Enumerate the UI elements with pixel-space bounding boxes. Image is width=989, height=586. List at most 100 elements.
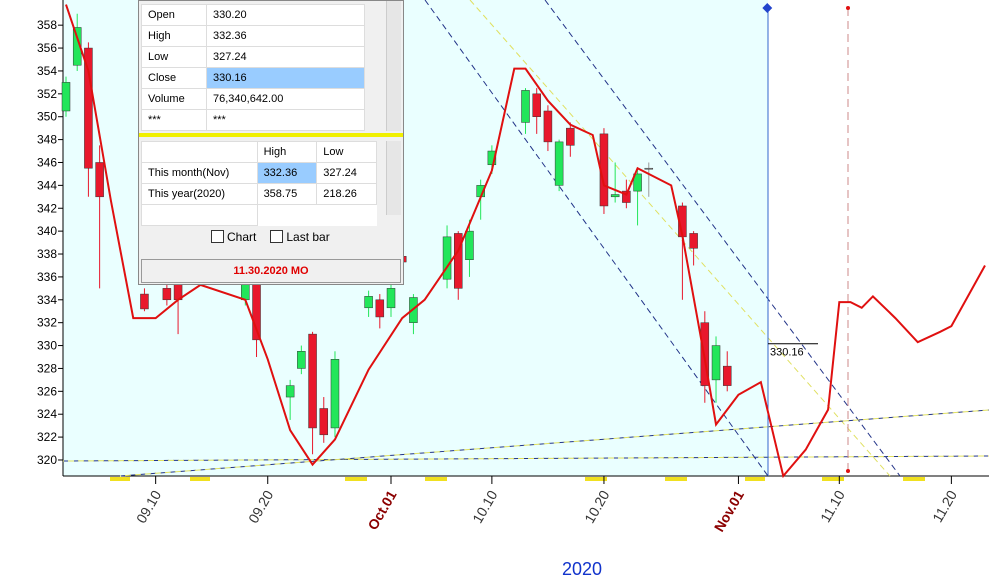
divider [139, 133, 403, 137]
candle-body [308, 333, 317, 429]
row-value: 330.16 [206, 67, 365, 89]
x-tick-label: 10.10 [469, 487, 500, 526]
checkbox-label: Last bar [286, 230, 330, 244]
price-label: 330.16 [770, 347, 804, 359]
row-label: This year(2020) [141, 183, 258, 205]
row-label: Open [141, 4, 207, 26]
candle-body [241, 282, 250, 301]
y-tick-label: 354 [37, 64, 57, 78]
candle-body [140, 293, 149, 310]
candle-body [386, 288, 396, 309]
y-tick-label: 328 [37, 361, 57, 375]
candle-body [330, 359, 340, 429]
candle-body [465, 230, 474, 260]
candle-body [622, 190, 631, 203]
candle-body [375, 299, 385, 318]
candle-body [285, 385, 295, 398]
y-tick-label: 342 [37, 201, 57, 215]
x-tick-label: Nov.01 [711, 487, 747, 534]
candle-body [689, 233, 698, 249]
row-low: 327.24 [316, 162, 377, 184]
y-tick-label: 330 [37, 339, 57, 353]
stats-header: High Low [141, 141, 377, 163]
candle-body [442, 236, 452, 280]
marker [846, 6, 850, 10]
row-label: Close [141, 67, 207, 89]
y-tick-label: 336 [37, 270, 57, 284]
candle-body [722, 365, 732, 386]
candle-body [454, 233, 463, 289]
candle-body [297, 351, 306, 369]
checkbox-label: Chart [227, 230, 257, 244]
checkboxes: Chart Last bar [211, 230, 344, 244]
row-value: *** [206, 109, 365, 131]
candle-body [364, 296, 373, 309]
y-tick-label: 324 [37, 407, 57, 421]
trend-lines [62, 0, 989, 477]
x-tick-label: 11.20 [929, 487, 960, 525]
row-label: *** [141, 109, 207, 131]
y-tick-label: 352 [37, 87, 57, 101]
y-tick-label: 340 [37, 224, 57, 238]
y-tick-label: 358 [37, 18, 57, 32]
stats-row: This month(Nov) 332.36 327.24 [141, 162, 377, 184]
y-tick-label: 350 [37, 110, 57, 124]
ohlc-table: Open 330.20 High 332.36 Low 327.24 Close 330.16… [141, 4, 365, 131]
y-tick-label: 332 [37, 316, 57, 330]
candle-body [487, 150, 497, 166]
stats-table: High Low This month(Nov) 332.36 327.24 This y… [141, 141, 377, 226]
candle-body [610, 194, 620, 198]
checkbox-box[interactable] [270, 230, 284, 243]
y-tick-label: 326 [37, 384, 57, 398]
candle-body [319, 408, 329, 436]
y-tick-label: 320 [37, 453, 57, 467]
ohlc-row: Open 330.20 [141, 4, 365, 26]
info-panel: Open 330.20 High 332.36 Low 327.24 Close 330.16… [138, 0, 404, 285]
scrollbar[interactable] [386, 141, 401, 215]
checkbox[interactable]: Chart [211, 230, 256, 244]
candle-body [711, 345, 721, 381]
scrollbar[interactable] [386, 1, 401, 131]
marker [846, 469, 850, 473]
candle-body [95, 162, 104, 198]
y-tick-label: 338 [37, 247, 57, 261]
weekend-marks [110, 477, 925, 481]
checkbox[interactable]: Last bar [270, 230, 330, 244]
candle-body [566, 127, 575, 146]
candle-body [162, 288, 172, 301]
row-value: 330.20 [206, 4, 365, 26]
x-tick-label: 09.10 [133, 487, 164, 526]
footer: 11.30.2020 MO [141, 259, 401, 283]
x-tick-label: 11.10 [817, 487, 848, 525]
x-tick-label: Oct.01 [364, 487, 399, 532]
y-tick-label: 334 [37, 293, 57, 307]
candle-body [543, 110, 553, 143]
checkbox-box[interactable] [211, 230, 224, 243]
ohlc-row: *** *** [141, 109, 365, 131]
ohlc-row: High 332.36 [141, 25, 365, 47]
indicator-line [65, 4, 986, 479]
x-axis-label: 2020 [562, 559, 602, 579]
candle-body [633, 173, 642, 192]
row-label: Volume [141, 88, 207, 110]
y-tick-label: 322 [37, 430, 57, 444]
candle-body [84, 47, 93, 169]
ohlc-row: Volume 76,340,642.00 [141, 88, 365, 110]
header-cell [141, 141, 258, 163]
row-high: 332.36 [256, 162, 318, 184]
row-low: 218.26 [316, 183, 377, 205]
ohlc-row: Close 330.16 [141, 67, 365, 89]
row-value: 327.24 [206, 46, 365, 68]
y-tick-label: 346 [37, 155, 57, 169]
y-tick-label: 356 [37, 41, 57, 55]
row-label: High [141, 25, 207, 47]
row-label: Low [141, 46, 207, 68]
row-value: 332.36 [206, 25, 365, 47]
candle-body [644, 167, 654, 170]
column-header: Low [316, 141, 377, 163]
candle-body [554, 141, 564, 186]
ohlc-row: Low 327.24 [141, 46, 365, 68]
candle-body [532, 93, 541, 117]
stats-row [141, 204, 377, 226]
